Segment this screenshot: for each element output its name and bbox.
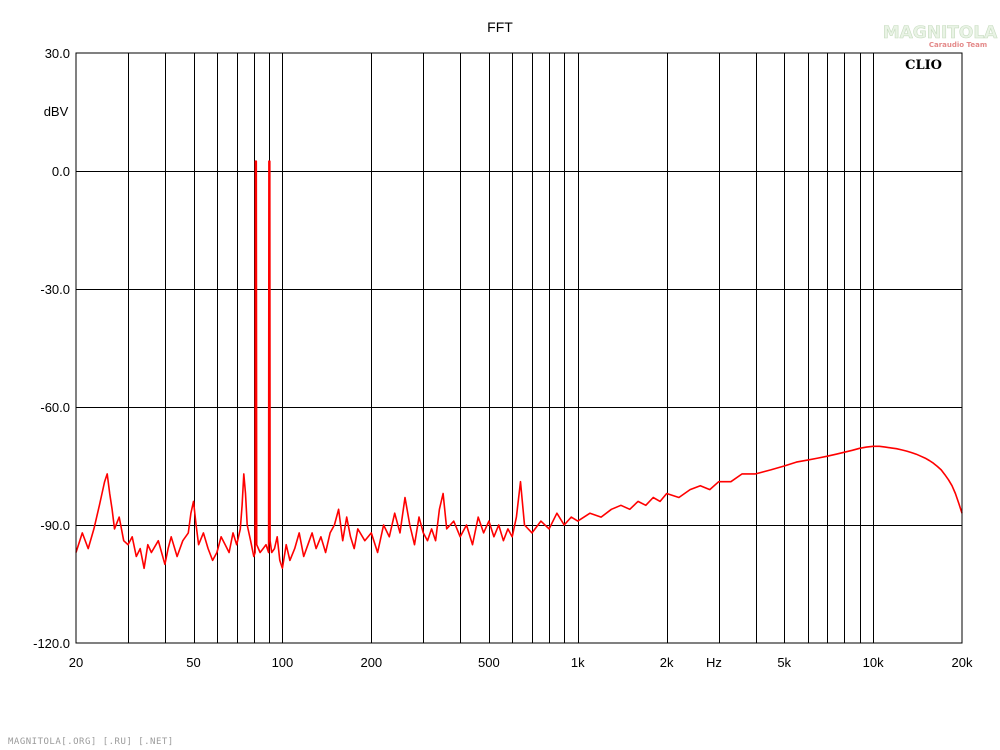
x-tick-label: 2k [660,655,674,670]
y-tick-labels: 30.0 0.0 -30.0 -60.0 -90.0 -120.0 [33,46,70,651]
x-tick-label: 500 [478,655,500,670]
fft-series-line [75,160,963,570]
y-tick-label: 30.0 [45,46,70,61]
logo-text: MAGNITOLA [883,23,998,43]
y-tick-label: -30.0 [40,282,70,297]
x-tick-label: 200 [360,655,382,670]
y-unit-label: dBV [44,104,69,119]
magnitola-logo: MAGNITOLA Caraudio Team [882,23,998,49]
series [75,160,963,570]
x-tick-labels: 20 50 100 200 500 1k 2k 5k 10k 20k [69,655,973,670]
x-unit-label: Hz [706,655,722,670]
footer-watermark: MAGNITOLA[.ORG] [.RU] [.NET] [8,737,174,747]
y-tick-label: -60.0 [40,400,70,415]
logo-subtext: Caraudio Team [929,41,987,49]
plot-frame [75,52,963,644]
grid [76,53,962,643]
x-tick-label: 100 [272,655,294,670]
x-tick-label: 50 [186,655,200,670]
y-tick-label: -90.0 [40,518,70,533]
x-tick-label: 10k [863,655,884,670]
clio-brand-label: CLIO [905,58,942,73]
x-tick-label: 20 [69,655,83,670]
x-tick-label: 20k [952,655,973,670]
chart-title: FFT [487,19,513,35]
y-tick-label: 0.0 [52,164,70,179]
y-tick-label: -120.0 [33,636,70,651]
x-tick-label: 1k [571,655,585,670]
x-tick-label: 5k [777,655,791,670]
